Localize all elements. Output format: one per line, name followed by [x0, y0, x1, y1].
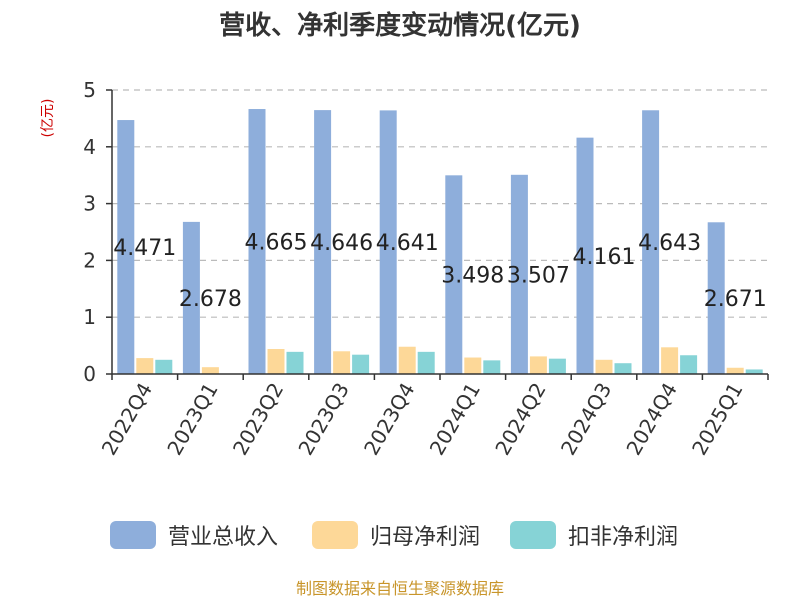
bar-2 — [529, 356, 547, 374]
data-label: 4.471 — [113, 236, 176, 261]
x-tick-label: 2023Q1 — [162, 379, 222, 460]
legend-swatch-3 — [510, 521, 556, 549]
y-tick-label: 1 — [83, 305, 96, 329]
x-tick-label: 2024Q4 — [621, 379, 681, 460]
data-label: 2.678 — [179, 287, 242, 312]
data-label: 3.507 — [507, 263, 570, 288]
data-source-note: 制图数据来自恒生聚源数据库 — [296, 579, 504, 598]
data-label: 4.161 — [573, 245, 636, 270]
y-tick-label: 2 — [83, 248, 96, 272]
bar-2 — [398, 346, 416, 374]
bar-2 — [726, 367, 744, 374]
y-tick-label: 4 — [83, 135, 96, 159]
data-label: 4.641 — [376, 231, 439, 256]
x-tick-label: 2024Q1 — [425, 379, 485, 460]
bar-2 — [136, 358, 154, 374]
bar-3 — [352, 354, 370, 374]
bar-2 — [267, 349, 285, 374]
bar-1 — [445, 175, 463, 374]
y-tick-label: 0 — [83, 362, 96, 386]
bar-2 — [661, 347, 679, 374]
bar-3 — [155, 359, 173, 374]
data-label: 4.646 — [310, 231, 373, 256]
bar-1 — [379, 110, 397, 374]
bar-1 — [576, 137, 594, 374]
legend-swatch-1 — [110, 521, 156, 549]
legend-swatch-2 — [312, 521, 358, 549]
y-tick-labels: 0 1 2 3 4 5 — [83, 78, 96, 386]
grid-lines — [106, 89, 768, 375]
legend: 营业总收入 归母净利润 扣非净利润 — [110, 521, 678, 550]
x-tick-label: 2023Q2 — [228, 379, 288, 460]
bar-3 — [483, 360, 501, 374]
bar-3 — [680, 355, 698, 374]
bar-3 — [548, 358, 566, 374]
bar-1 — [314, 110, 332, 374]
bar-1 — [642, 110, 660, 375]
data-label: 4.665 — [245, 231, 308, 256]
bar-2 — [464, 357, 482, 374]
bar-1 — [510, 174, 528, 374]
data-label: 3.498 — [441, 264, 504, 289]
y-axis-unit-label: (亿元) — [40, 99, 56, 138]
bar-1 — [707, 222, 725, 374]
bar-1 — [182, 221, 200, 374]
x-tick-labels: 2022Q4 2023Q1 2023Q2 2023Q3 2023Q4 2024Q1 2024… — [97, 379, 748, 460]
bar-2 — [595, 359, 613, 374]
bar-3 — [614, 363, 632, 374]
bars — [117, 109, 763, 375]
x-tick-label: 2022Q4 — [97, 379, 157, 460]
bar-2 — [201, 367, 219, 374]
axes — [111, 90, 769, 380]
legend-label-3: 扣非净利润 — [568, 525, 678, 550]
chart-title: 营收、净利季度变动情况(亿元) — [219, 10, 581, 41]
bar-1 — [248, 109, 266, 374]
data-label: 2.671 — [704, 287, 767, 312]
x-tick-label: 2023Q3 — [293, 379, 353, 460]
data-label: 4.643 — [638, 231, 701, 256]
x-tick-label: 2025Q1 — [687, 379, 747, 460]
legend-label-1: 营业总收入 — [168, 525, 278, 550]
bar-1 — [117, 120, 135, 374]
legend-label-2: 归母净利润 — [370, 525, 480, 550]
y-tick-label: 5 — [83, 78, 96, 102]
x-tick-label: 2023Q4 — [359, 379, 419, 460]
bar-3 — [745, 369, 763, 374]
x-tick-label: 2024Q2 — [490, 379, 550, 460]
bar-2 — [333, 351, 351, 374]
x-tick-label: 2024Q3 — [556, 379, 616, 460]
y-tick-label: 3 — [83, 192, 96, 216]
bar-3 — [417, 351, 435, 374]
bar-3 — [286, 351, 304, 374]
